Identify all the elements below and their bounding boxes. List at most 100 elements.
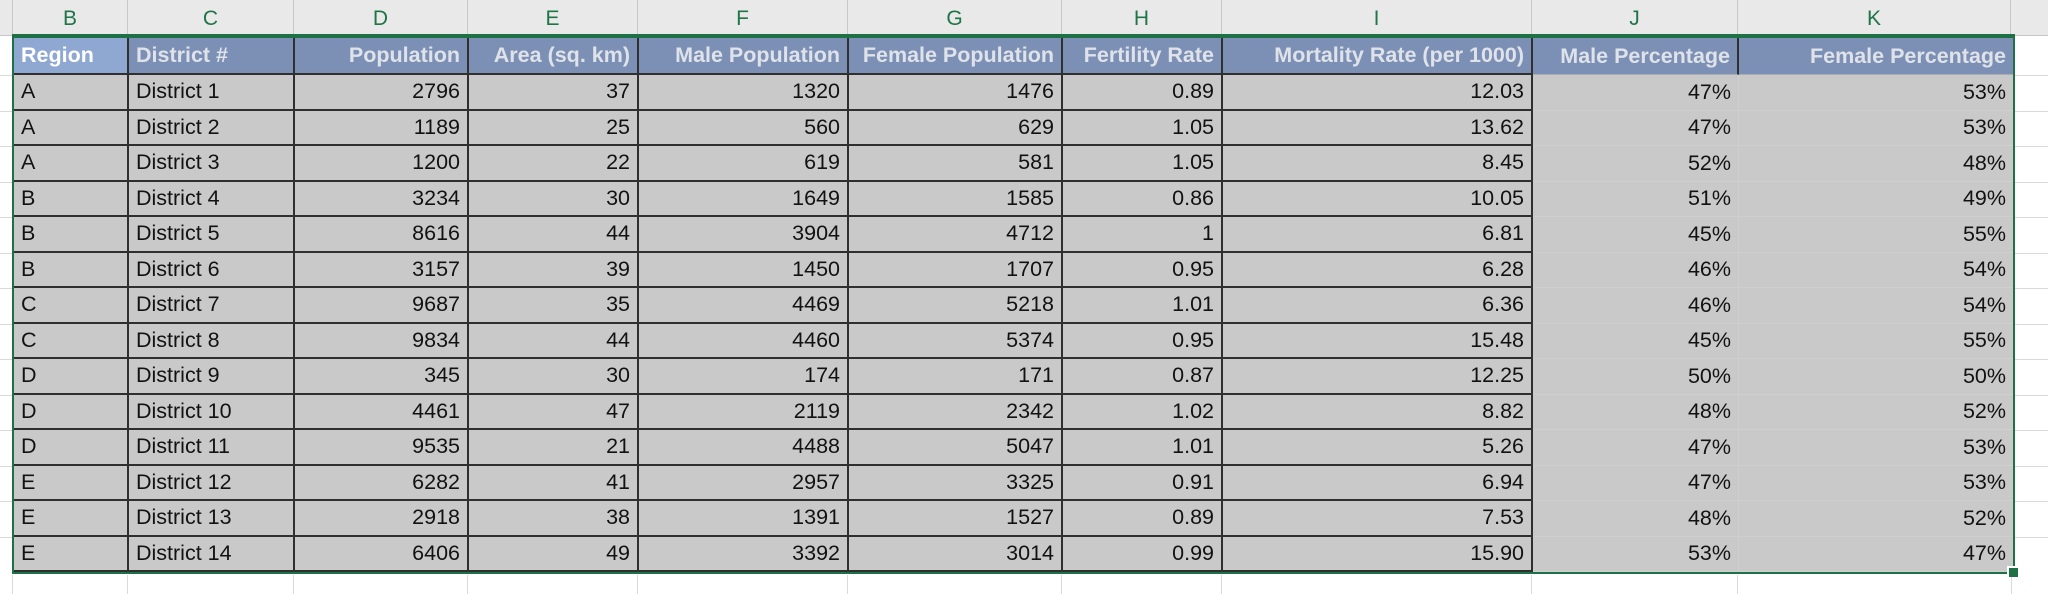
table-cell[interactable]: 0.95 bbox=[1063, 323, 1223, 359]
table-cell[interactable]: D bbox=[14, 394, 129, 430]
table-cell[interactable]: 2796 bbox=[295, 75, 469, 111]
table-cell[interactable]: 41 bbox=[469, 465, 639, 501]
column-letter[interactable]: B bbox=[12, 0, 127, 34]
column-letter[interactable]: I bbox=[1221, 0, 1531, 34]
table-cell[interactable]: 6.81 bbox=[1223, 217, 1533, 253]
table-cell[interactable]: 171 bbox=[849, 359, 1063, 395]
table-cell[interactable]: 9834 bbox=[295, 323, 469, 359]
header-cell[interactable]: District # bbox=[129, 38, 295, 75]
table-cell[interactable]: 345 bbox=[295, 359, 469, 395]
table-cell[interactable]: 1649 bbox=[639, 181, 849, 217]
table-cell[interactable]: 0.86 bbox=[1063, 181, 1223, 217]
table-cell[interactable]: 3904 bbox=[639, 217, 849, 253]
table-cell[interactable]: 46% bbox=[1533, 252, 1739, 288]
table-cell[interactable]: 5218 bbox=[849, 288, 1063, 324]
table-cell[interactable]: 6.94 bbox=[1223, 465, 1533, 501]
table-cell[interactable]: 12.03 bbox=[1223, 75, 1533, 111]
table-cell[interactable]: A bbox=[14, 75, 129, 111]
table-cell[interactable]: 51% bbox=[1533, 181, 1739, 217]
table-cell[interactable]: D bbox=[14, 430, 129, 466]
table-cell[interactable]: 54% bbox=[1739, 252, 2013, 288]
table-cell[interactable]: 2957 bbox=[639, 465, 849, 501]
table-cell[interactable]: 629 bbox=[849, 110, 1063, 146]
column-letter[interactable]: E bbox=[467, 0, 637, 34]
table-cell[interactable]: 37 bbox=[469, 75, 639, 111]
column-letter[interactable]: D bbox=[293, 0, 467, 34]
table-cell[interactable]: 47% bbox=[1533, 75, 1739, 111]
table-cell[interactable]: District 12 bbox=[129, 465, 295, 501]
table-cell[interactable]: 4460 bbox=[639, 323, 849, 359]
table-cell[interactable]: 1476 bbox=[849, 75, 1063, 111]
table-cell[interactable]: 55% bbox=[1739, 323, 2013, 359]
table-cell[interactable]: D bbox=[14, 359, 129, 395]
table-cell[interactable]: 45% bbox=[1533, 217, 1739, 253]
table-cell[interactable]: E bbox=[14, 536, 129, 572]
table-cell[interactable]: C bbox=[14, 288, 129, 324]
header-cell[interactable]: Region bbox=[14, 38, 129, 75]
table-cell[interactable]: 3234 bbox=[295, 181, 469, 217]
table-cell[interactable]: 560 bbox=[639, 110, 849, 146]
table-cell[interactable]: 174 bbox=[639, 359, 849, 395]
table-cell[interactable]: 0.95 bbox=[1063, 252, 1223, 288]
table-cell[interactable]: 3157 bbox=[295, 252, 469, 288]
table-cell[interactable]: 0.87 bbox=[1063, 359, 1223, 395]
table-cell[interactable]: 6.36 bbox=[1223, 288, 1533, 324]
table-cell[interactable]: 45% bbox=[1533, 323, 1739, 359]
table-cell[interactable]: 1450 bbox=[639, 252, 849, 288]
header-cell[interactable]: Mortality Rate (per 1000) bbox=[1223, 38, 1533, 75]
table-cell[interactable]: 22 bbox=[469, 146, 639, 182]
table-cell[interactable]: District 9 bbox=[129, 359, 295, 395]
table-cell[interactable]: 8616 bbox=[295, 217, 469, 253]
table-cell[interactable]: 15.90 bbox=[1223, 536, 1533, 572]
header-cell[interactable]: Area (sq. km) bbox=[469, 38, 639, 75]
table-cell[interactable]: 8.82 bbox=[1223, 394, 1533, 430]
table-cell[interactable]: 1.05 bbox=[1063, 146, 1223, 182]
table-cell[interactable]: District 2 bbox=[129, 110, 295, 146]
table-cell[interactable]: 52% bbox=[1533, 146, 1739, 182]
table-cell[interactable]: 53% bbox=[1739, 465, 2013, 501]
table-cell[interactable]: 9687 bbox=[295, 288, 469, 324]
table-cell[interactable]: 6282 bbox=[295, 465, 469, 501]
header-cell[interactable]: Population bbox=[295, 38, 469, 75]
table-cell[interactable]: 2119 bbox=[639, 394, 849, 430]
table-cell[interactable]: 0.89 bbox=[1063, 75, 1223, 111]
table-cell[interactable]: C bbox=[14, 323, 129, 359]
table-cell[interactable]: 49 bbox=[469, 536, 639, 572]
table-cell[interactable]: 581 bbox=[849, 146, 1063, 182]
table-cell[interactable]: District 1 bbox=[129, 75, 295, 111]
table-cell[interactable]: 48% bbox=[1533, 394, 1739, 430]
table-cell[interactable]: 4469 bbox=[639, 288, 849, 324]
table-cell[interactable]: 5047 bbox=[849, 430, 1063, 466]
table-cell[interactable]: A bbox=[14, 146, 129, 182]
table-cell[interactable]: 1391 bbox=[639, 501, 849, 537]
table-cell[interactable]: 50% bbox=[1533, 359, 1739, 395]
table-cell[interactable]: 35 bbox=[469, 288, 639, 324]
table-cell[interactable]: 47% bbox=[1533, 110, 1739, 146]
table-cell[interactable]: 55% bbox=[1739, 217, 2013, 253]
table-cell[interactable]: 21 bbox=[469, 430, 639, 466]
table-cell[interactable]: 619 bbox=[639, 146, 849, 182]
table-cell[interactable]: 49% bbox=[1739, 181, 2013, 217]
table-cell[interactable]: 0.99 bbox=[1063, 536, 1223, 572]
table-cell[interactable]: District 6 bbox=[129, 252, 295, 288]
table-cell[interactable]: 6.28 bbox=[1223, 252, 1533, 288]
table-cell[interactable]: 1.01 bbox=[1063, 288, 1223, 324]
table-cell[interactable]: 4712 bbox=[849, 217, 1063, 253]
table-cell[interactable]: 1189 bbox=[295, 110, 469, 146]
table-cell[interactable]: 7.53 bbox=[1223, 501, 1533, 537]
table-cell[interactable]: District 3 bbox=[129, 146, 295, 182]
table-cell[interactable]: B bbox=[14, 181, 129, 217]
table-cell[interactable]: 12.25 bbox=[1223, 359, 1533, 395]
table-cell[interactable]: 50% bbox=[1739, 359, 2013, 395]
column-letter[interactable]: G bbox=[847, 0, 1061, 34]
table-cell[interactable]: 9535 bbox=[295, 430, 469, 466]
table-cell[interactable]: District 5 bbox=[129, 217, 295, 253]
table-cell[interactable]: 13.62 bbox=[1223, 110, 1533, 146]
table-cell[interactable]: E bbox=[14, 465, 129, 501]
table-cell[interactable]: B bbox=[14, 252, 129, 288]
table-cell[interactable]: 44 bbox=[469, 217, 639, 253]
table-cell[interactable]: A bbox=[14, 110, 129, 146]
column-letter[interactable]: C bbox=[127, 0, 293, 34]
table-cell[interactable]: 1.01 bbox=[1063, 430, 1223, 466]
table-cell[interactable]: 47 bbox=[469, 394, 639, 430]
